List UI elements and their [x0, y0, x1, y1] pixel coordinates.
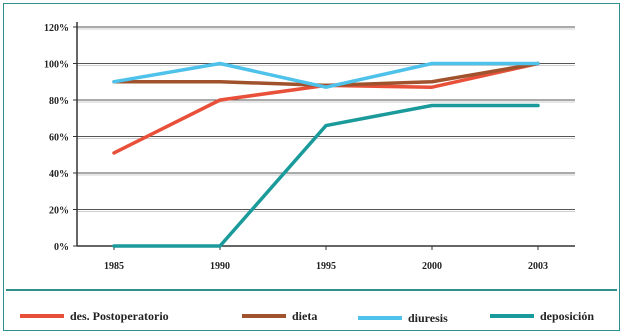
y-tick-label: 80%: [49, 96, 69, 107]
x-tick-label: 2003: [528, 261, 548, 272]
y-tick-label: 120%: [44, 23, 69, 34]
y-tick-label: 40%: [49, 169, 69, 180]
grid-lines: [73, 26, 575, 247]
y-tick-label: 60%: [49, 133, 69, 144]
y-tick-label: 100%: [44, 60, 69, 71]
chart-frame: [3, 3, 620, 331]
series-line-0: [112, 61, 540, 155]
series-line-3: [112, 103, 540, 248]
y-tick-label: 0%: [54, 242, 69, 253]
series-lines: [112, 61, 540, 248]
series-line-2: [112, 61, 540, 89]
x-tick-label: 1985: [104, 261, 124, 272]
x-tick-label: 1990: [210, 261, 230, 272]
legend-label: des. Postoperatorio: [70, 309, 169, 323]
legend-separator: [6, 289, 617, 291]
series-line-1: [112, 61, 540, 88]
y-tick-labels: 0% 20% 40% 60% 80% 100% 120%: [44, 23, 69, 253]
y-tick-label: 20%: [49, 206, 69, 217]
legend-label: deposición: [540, 309, 594, 323]
x-tick-label: 1995: [316, 261, 336, 272]
legend-label: diuresis: [408, 311, 448, 325]
x-tick-label: 2000: [422, 261, 442, 272]
legend: des. Postoperatorio dieta diuresis deposici…: [20, 309, 594, 325]
legend-label: dieta: [292, 309, 317, 323]
x-tick-labels: 1985 1990 1995 2000 2003: [104, 261, 548, 272]
